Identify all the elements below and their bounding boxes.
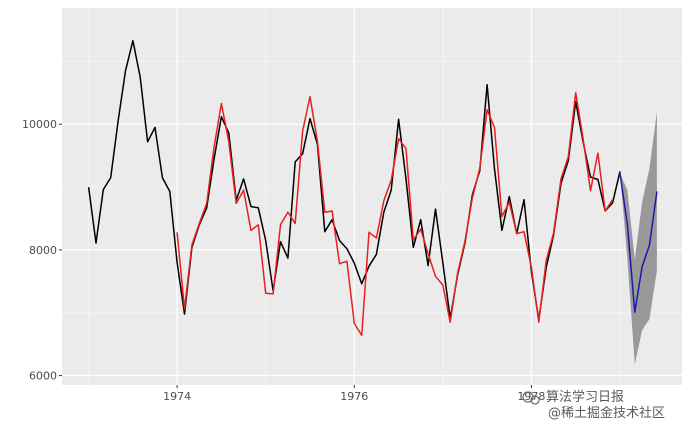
forecast-interval-band: [620, 111, 657, 365]
y-tick-label: 8000: [29, 244, 57, 257]
panel-background: [62, 8, 682, 385]
series-line-2: [176, 92, 614, 337]
watermark-line2: @稀土掘金技术社区: [548, 405, 665, 421]
series-layer: [87, 39, 658, 337]
watermark: 算法学习日报 @稀土掘金技术社区: [522, 389, 665, 421]
x-tick-label: 1976: [340, 390, 368, 403]
x-tick-label: 1974: [163, 390, 191, 403]
forecast-interval-layer: [620, 111, 657, 365]
grid-minor: [62, 8, 682, 385]
series-line-3: [619, 173, 658, 313]
y-tick-label: 10000: [22, 118, 57, 131]
y-tick-label: 6000: [29, 370, 57, 383]
watermark-logo-icon: [522, 391, 540, 405]
watermark-line1: 算法学习日报: [546, 389, 624, 405]
